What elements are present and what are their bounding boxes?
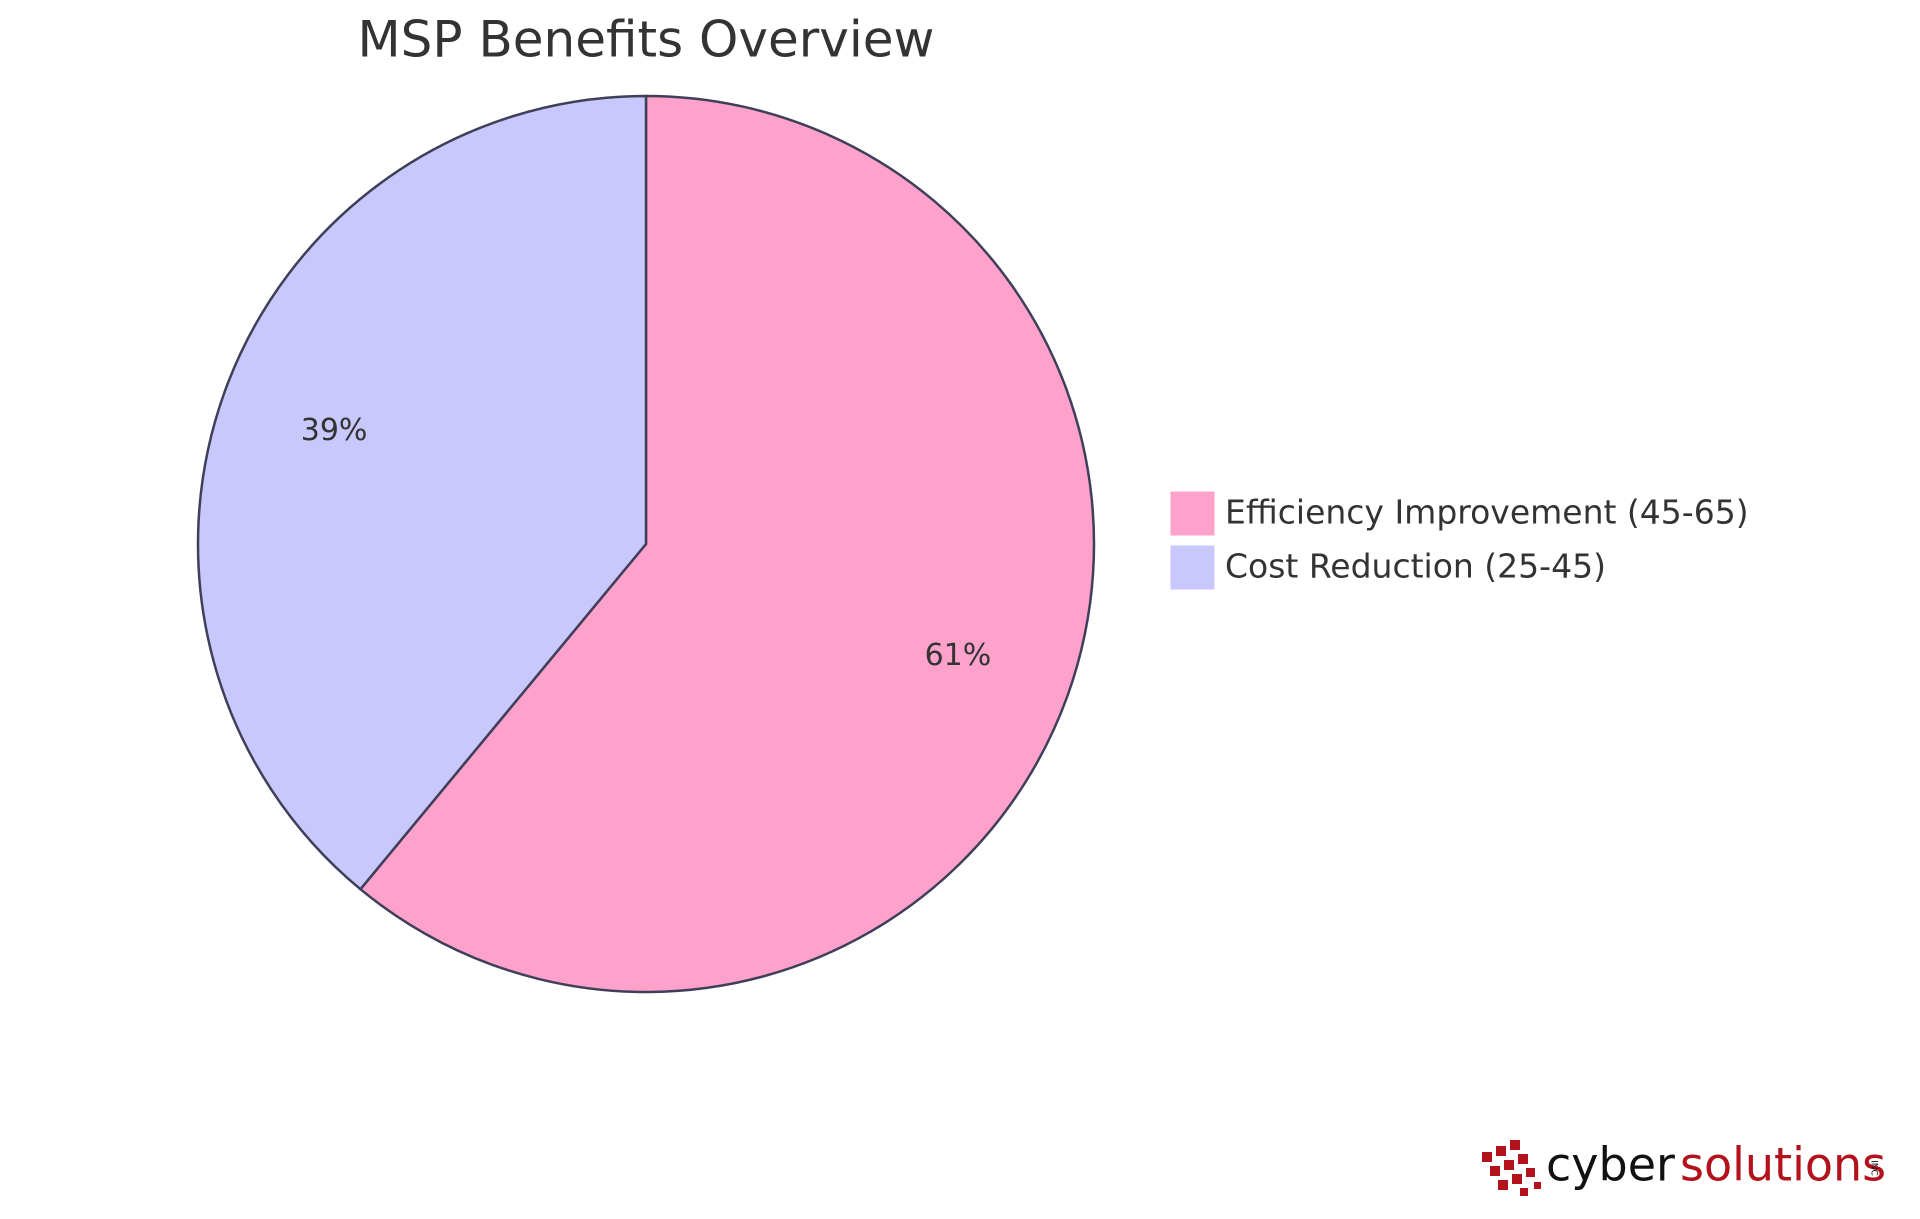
pie-slice — [196, 94, 648, 891]
logo-icon — [1482, 1140, 1541, 1196]
legend-swatch — [1169, 490, 1216, 537]
legend-swatch — [1169, 544, 1216, 591]
chart-title: MSP Benefits Overview — [358, 11, 935, 69]
logo-prefix: cyber — [1546, 1138, 1675, 1192]
legend: Efficiency Improvement (45-65) Cost Reduc… — [1169, 490, 1749, 591]
pie-slice — [358, 94, 1096, 994]
pie: 61% 39% — [196, 94, 1096, 994]
logo: cyber solutions INC — [1482, 1138, 1886, 1196]
logo-suffix: INC — [1869, 1160, 1879, 1176]
data-label: 39% — [301, 413, 368, 448]
legend-label: Cost Reduction (25-45) — [1225, 547, 1606, 586]
data-label: 61% — [925, 638, 992, 673]
logo-main: solutions — [1680, 1138, 1886, 1192]
legend-label: Efficiency Improvement (45-65) — [1225, 493, 1749, 532]
